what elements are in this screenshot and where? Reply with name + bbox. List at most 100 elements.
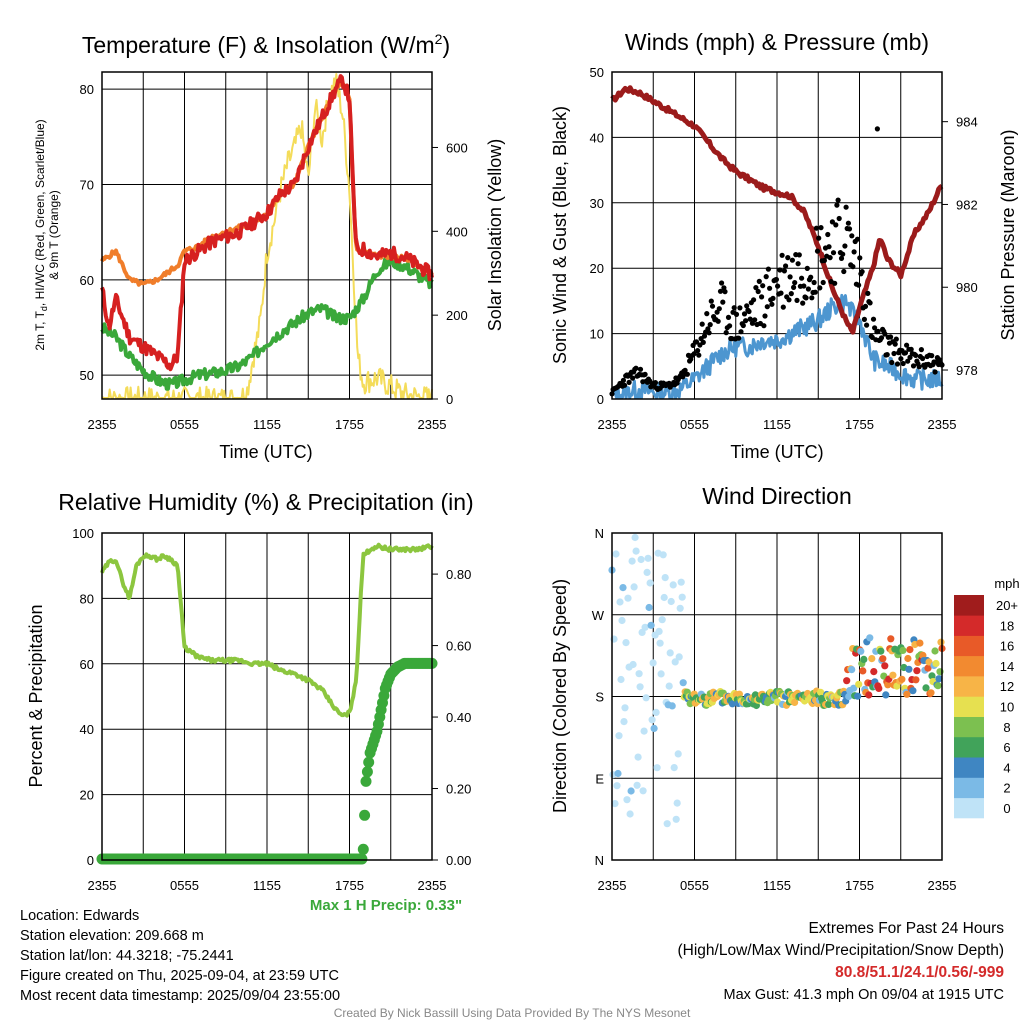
y-tick-label: 40 xyxy=(590,130,604,145)
gust-point xyxy=(932,369,938,375)
gust-point xyxy=(908,346,914,352)
gust-point xyxy=(878,335,885,341)
y-tick-label: 10 xyxy=(590,327,604,342)
direction-point xyxy=(889,671,897,679)
y-tick-label: N xyxy=(595,526,604,541)
wind-direction-ylabel: Direction (Colored By Speed) xyxy=(550,579,570,813)
y-tick-label: S xyxy=(595,690,604,705)
direction-point xyxy=(925,658,933,666)
x-tick-label: 1155 xyxy=(763,417,791,432)
direction-point xyxy=(924,664,932,672)
gust-point xyxy=(630,375,636,381)
gust-point xyxy=(862,303,869,309)
direction-point xyxy=(661,574,669,582)
gust-point xyxy=(725,314,732,320)
direction-point xyxy=(884,681,892,689)
gust-point xyxy=(867,300,873,306)
wind-direction-panel: Wind Direction 2355 0555 1155 1755 2355 N E S W N… xyxy=(550,483,1020,893)
precip-point xyxy=(361,766,373,778)
direction-point xyxy=(623,796,631,804)
direction-point xyxy=(791,698,799,707)
direction-point xyxy=(855,680,863,688)
gust-point xyxy=(704,311,710,317)
direction-point xyxy=(870,668,878,676)
gust-point xyxy=(642,371,648,377)
direction-point xyxy=(636,683,644,691)
y-tick-label: E xyxy=(595,771,604,786)
gust-point xyxy=(731,305,737,311)
direction-point xyxy=(614,769,622,778)
direction-point xyxy=(652,708,660,717)
gust-point xyxy=(893,336,899,342)
temperature-xlabel: Time (UTC) xyxy=(219,442,312,462)
gust-point xyxy=(787,274,793,280)
gust-point xyxy=(785,255,791,261)
y2-tick-label: 980 xyxy=(956,280,978,295)
precip-point xyxy=(359,809,371,821)
direction-point xyxy=(913,667,921,675)
x-tick-label: 2355 xyxy=(598,878,627,893)
colorbar-label: 2 xyxy=(1003,781,1010,796)
direction-point xyxy=(616,598,624,606)
y2-tick-label: 600 xyxy=(446,140,468,155)
gust-point xyxy=(809,295,815,301)
gust-point xyxy=(773,276,780,283)
direction-point xyxy=(631,533,639,542)
gust-point xyxy=(834,202,840,208)
winds-title: Winds (mph) & Pressure (mb) xyxy=(625,29,929,55)
gust-point xyxy=(788,291,794,297)
gust-point xyxy=(929,353,935,359)
direction-point xyxy=(903,690,911,698)
direction-point xyxy=(646,579,654,587)
direction-point xyxy=(906,646,914,654)
gust-point xyxy=(707,322,713,328)
y2-tick-label: 400 xyxy=(446,224,468,239)
gust-point xyxy=(775,283,781,289)
gust-point xyxy=(626,379,632,385)
gust-point xyxy=(854,236,861,242)
y2-tick-label: 0.20 xyxy=(446,782,471,797)
gust-point xyxy=(825,231,831,238)
direction-point xyxy=(630,583,638,591)
humidity-title: Relative Humidity (%) & Precipitation (i… xyxy=(58,489,473,515)
direction-point xyxy=(669,581,677,589)
gust-point xyxy=(699,321,705,327)
gust-point xyxy=(894,361,901,367)
x-tick-label: 2355 xyxy=(598,417,627,432)
gust-point xyxy=(907,354,913,360)
direction-point xyxy=(678,593,686,601)
gust-point xyxy=(743,318,749,324)
gust-point xyxy=(751,297,757,303)
direction-point xyxy=(934,682,942,690)
x-tick-label: 0555 xyxy=(680,417,709,432)
gust-point xyxy=(846,226,853,232)
colorbar-swatch xyxy=(954,777,984,799)
gust-point xyxy=(792,280,798,286)
colorbar-swatch xyxy=(954,696,984,717)
gust-point xyxy=(786,297,792,303)
temperature-ylabel-line1: 2m T, Td, HI/WC (Red, Green, Scarlet/Blu… xyxy=(33,119,49,350)
colorbar-swatch xyxy=(954,676,984,697)
direction-point xyxy=(611,800,619,808)
gust-point xyxy=(851,249,857,255)
gust-point xyxy=(870,316,877,322)
direction-point xyxy=(937,638,945,646)
precip-point xyxy=(357,843,369,855)
x-tick-label: 2355 xyxy=(88,878,117,893)
gust-point xyxy=(905,358,911,364)
gust-point xyxy=(814,248,821,254)
gust-point xyxy=(709,303,716,309)
wind-direction-title: Wind Direction xyxy=(702,483,852,509)
humidity-ylabel: Percent & Precipitation xyxy=(26,604,46,787)
extremes-info: Extremes For Past 24 Hours (High/Low/Max… xyxy=(678,918,1005,1006)
gust-point xyxy=(875,328,881,334)
recent-data-timestamp: Most recent data timestamp: 2025/09/04 2… xyxy=(20,988,341,1004)
direction-point xyxy=(618,616,626,625)
gust-point xyxy=(747,316,753,322)
colorbar-label: 18 xyxy=(1000,618,1014,633)
temperature-ylabel-line2: & 9m T (Orange) xyxy=(47,190,61,280)
gust-point xyxy=(769,301,775,307)
direction-point xyxy=(881,662,889,670)
colorbar-swatch xyxy=(954,736,984,758)
gust-point xyxy=(832,280,838,286)
